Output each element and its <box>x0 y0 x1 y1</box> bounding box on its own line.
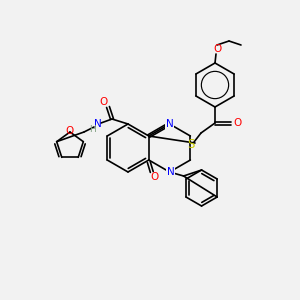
Text: S: S <box>187 139 195 152</box>
Text: N: N <box>94 119 102 129</box>
Text: N: N <box>167 167 174 177</box>
Text: O: O <box>100 97 108 107</box>
Text: N: N <box>166 119 173 129</box>
Text: O: O <box>66 126 74 136</box>
Text: O: O <box>213 44 221 54</box>
Text: H: H <box>90 125 96 134</box>
Text: O: O <box>233 118 241 128</box>
Text: O: O <box>151 172 159 182</box>
